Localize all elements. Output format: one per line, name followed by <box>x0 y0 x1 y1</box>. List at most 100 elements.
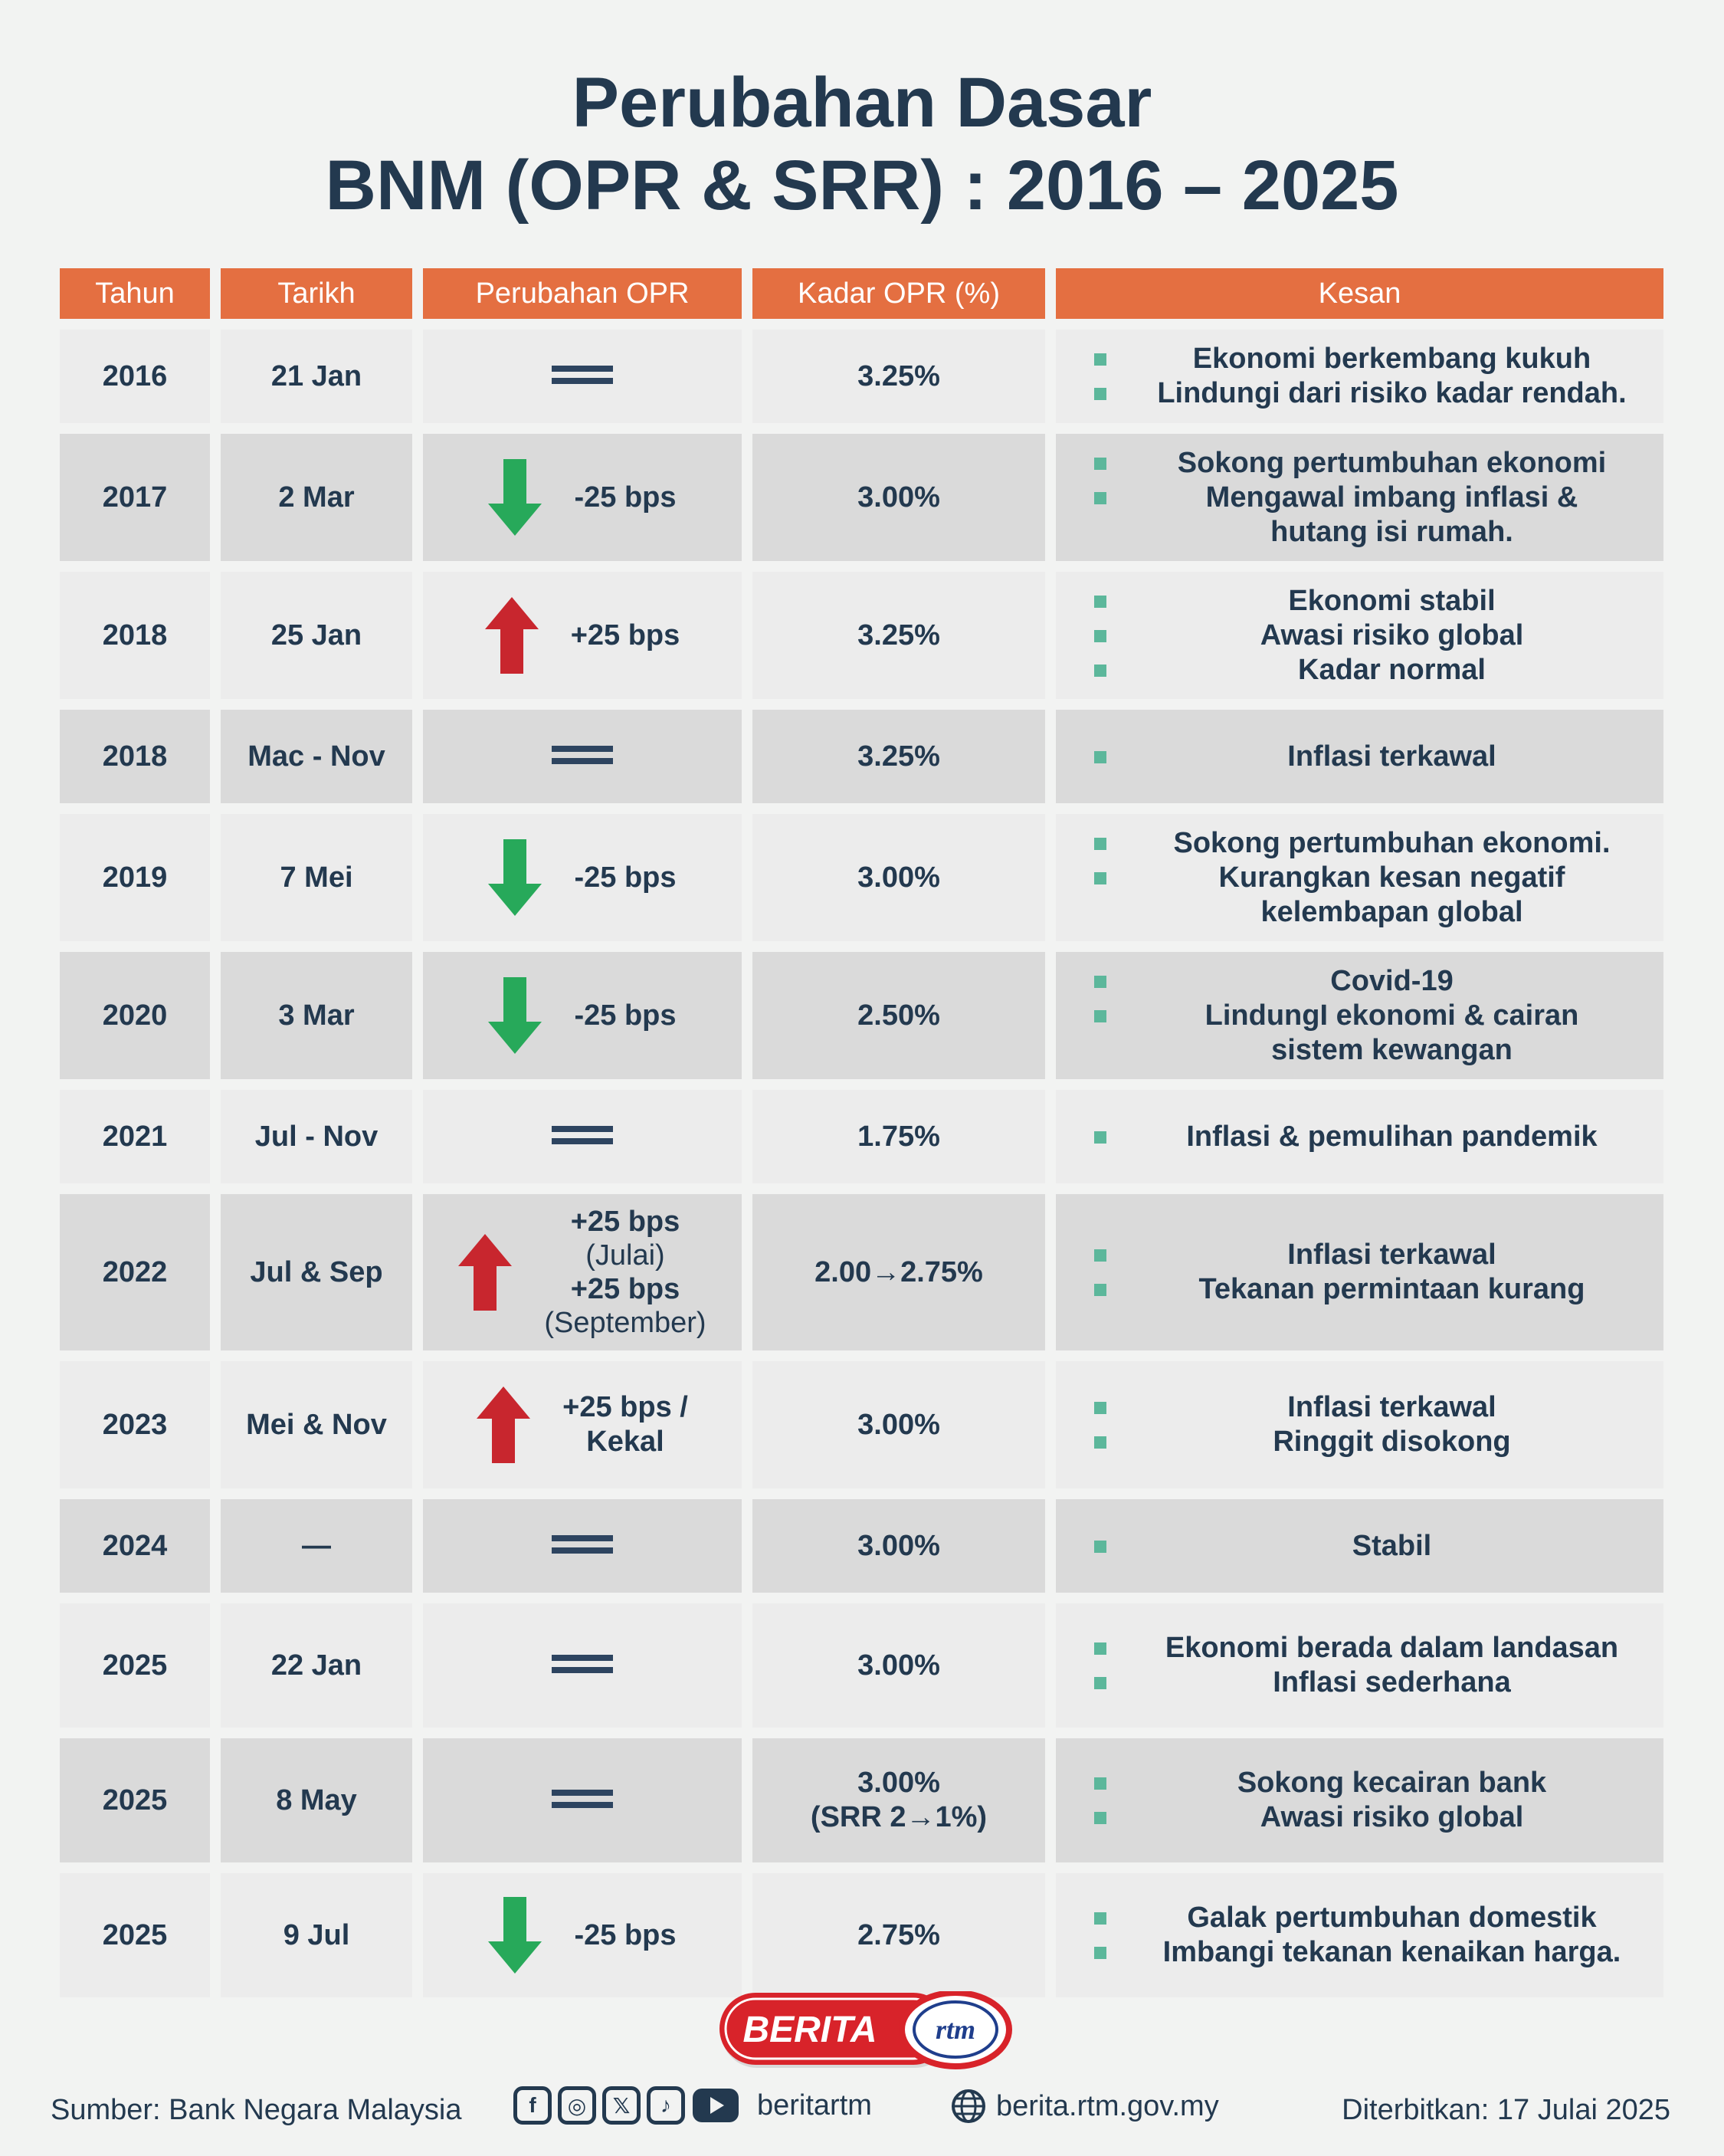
website-link[interactable]: berita.rtm.gov.my <box>950 2088 1219 2125</box>
youtube-icon[interactable] <box>693 2089 739 2122</box>
cell-year: 2020 <box>60 952 210 1079</box>
kesan-item: Sokong pertumbuhan ekonomi <box>1094 446 1663 481</box>
tiktok-icon[interactable]: ♪ <box>647 2086 685 2125</box>
logo-mark-text: rtm <box>936 2014 975 2045</box>
cell-date: 2 Mar <box>221 434 412 561</box>
table-row: 2018 Mac - Nov 3.25% Inflasi terkawal <box>60 710 1663 803</box>
cell-rate: 3.00% <box>752 1603 1045 1728</box>
cell-kesan: Inflasi terkawal <box>1056 710 1663 803</box>
cell-change: +25 bps <box>423 572 742 699</box>
no-change-icon <box>552 364 613 386</box>
cell-year: 2017 <box>60 434 210 561</box>
kesan-item: Inflasi terkawal <box>1094 1238 1663 1272</box>
arrow-up-icon <box>477 1386 531 1463</box>
rate-value: 3.00% <box>857 861 940 894</box>
cell-kesan: Sokong pertumbuhan ekonomi. Kurangkan kes… <box>1056 814 1663 941</box>
arrow-down-icon <box>488 977 542 1054</box>
x-icon[interactable]: 𝕏 <box>602 2086 641 2125</box>
table-header-row: Tahun Tarikh Perubahan OPR Kadar OPR (%)… <box>60 268 1663 319</box>
cell-change <box>423 1499 742 1593</box>
cell-year: 2018 <box>60 572 210 699</box>
cell-change: -25 bps <box>423 952 742 1079</box>
kesan-item: Ekonomi stabil <box>1094 584 1663 619</box>
title-line-1: Perubahan Dasar <box>572 64 1152 142</box>
arrow-down-icon <box>488 1897 542 1974</box>
kesan-item: Imbangi tekanan kenaikan harga. <box>1094 1935 1663 1970</box>
website-text[interactable]: berita.rtm.gov.my <box>996 2089 1219 2122</box>
cell-date: Mei & Nov <box>221 1361 412 1488</box>
table-row: 2019 7 Mei -25 bps 3.00% Sokong pertumbuhan … <box>60 814 1663 941</box>
rate-value: 3.00% <box>857 1408 940 1441</box>
rate-value: 2.75% <box>857 1918 940 1951</box>
kesan-item: Inflasi terkawal <box>1094 740 1663 774</box>
cell-rate: 3.00% <box>752 1361 1045 1488</box>
cell-year: 2025 <box>60 1873 210 1997</box>
table-row: 2020 3 Mar -25 bps 2.50% Covid-19 LindungI ek… <box>60 952 1663 1079</box>
cell-rate: 1.75% <box>752 1090 1045 1183</box>
cell-date: — <box>221 1499 412 1593</box>
cell-year: 2025 <box>60 1738 210 1862</box>
table-row: 2022 Jul & Sep +25 bps (Julai) +25 bps (Septe… <box>60 1194 1663 1350</box>
cell-rate: 3.00% <box>752 434 1045 561</box>
cell-date: 3 Mar <box>221 952 412 1079</box>
social-links: f ◎ 𝕏 ♪ beritartm <box>513 2086 872 2125</box>
change-sub: (September) <box>544 1307 706 1339</box>
kesan-item: Ekonomi berada dalam landasan <box>1094 1631 1663 1665</box>
cell-rate: 3.25% <box>752 330 1045 423</box>
cell-rate: 3.25% <box>752 572 1045 699</box>
cell-rate: 2.75% <box>752 1873 1045 1997</box>
cell-date: Jul - Nov <box>221 1090 412 1183</box>
no-change-icon <box>552 1788 613 1810</box>
cell-kesan: Ekonomi berkembang kukuh Lindungi dari ri… <box>1056 330 1663 423</box>
kesan-item: Sokong pertumbuhan ekonomi. <box>1094 826 1663 861</box>
no-change-icon <box>552 744 613 766</box>
change-text: +25 bps <box>570 619 680 651</box>
kesan-item: sistem kewangan <box>1271 1033 1513 1066</box>
cell-rate: 2.50% <box>752 952 1045 1079</box>
rate-sub: (SRR 2→1%) <box>810 1801 988 1833</box>
arrow-up-icon <box>458 1234 513 1311</box>
cell-rate: 2.00→2.75% <box>752 1194 1045 1350</box>
cell-year: 2021 <box>60 1090 210 1183</box>
change-text: -25 bps <box>574 861 677 894</box>
cell-rate: 3.00% <box>752 1499 1045 1593</box>
instagram-icon[interactable]: ◎ <box>558 2086 596 2125</box>
kesan-item: Lindungi dari risiko kadar rendah. <box>1094 376 1663 411</box>
cell-kesan: Sokong pertumbuhan ekonomi Mengawal imban… <box>1056 434 1663 561</box>
rate-value: 3.00% <box>857 1529 940 1562</box>
rate-value: 2.50% <box>857 999 940 1032</box>
page-title: Perubahan Dasar BNM (OPR & SRR) : 2016 –… <box>0 61 1724 227</box>
table-row: 2023 Mei & Nov +25 bps / Kekal 3.00% Inflasi … <box>60 1361 1663 1488</box>
cell-rate: 3.00% <box>752 814 1045 941</box>
arrow-down-icon <box>488 839 542 916</box>
published-date: Diterbitkan: 17 Julai 2025 <box>1342 2094 1670 2126</box>
social-handle[interactable]: beritartm <box>757 2089 872 2122</box>
kesan-item: Covid-19 <box>1094 964 1663 999</box>
change-text: -25 bps <box>574 481 677 514</box>
header-tahun: Tahun <box>60 268 210 319</box>
cell-change: +25 bps / Kekal <box>423 1361 742 1488</box>
table-row: 2016 21 Jan 3.25% Ekonomi berkembang kukuh L… <box>60 330 1663 423</box>
table-row: 2025 8 May 3.00% (SRR 2→1%) Sokong kecairan … <box>60 1738 1663 1862</box>
cell-rate: 3.00% (SRR 2→1%) <box>752 1738 1045 1862</box>
arrow-up-icon <box>484 597 539 674</box>
rate-value: 1.75% <box>857 1120 940 1153</box>
source-text: Sumber: Bank Negara Malaysia <box>51 2094 462 2126</box>
change-main: +25 bps <box>570 1206 680 1238</box>
footer: Sumber: Bank Negara Malaysia f ◎ 𝕏 ♪ ber… <box>0 2085 1724 2146</box>
cell-kesan: Stabil <box>1056 1499 1663 1593</box>
change-text: -25 bps <box>574 999 677 1032</box>
no-change-icon <box>552 1124 613 1146</box>
arrow-down-icon <box>488 459 542 536</box>
kesan-item: Inflasi & pemulihan pandemik <box>1094 1120 1663 1154</box>
berita-rtm-logo: BERITA rtm <box>719 1991 1012 2069</box>
cell-date: 7 Mei <box>221 814 412 941</box>
cell-year: 2025 <box>60 1603 210 1728</box>
change-sub: (Julai) <box>585 1239 665 1272</box>
change-text: +25 bps / <box>562 1391 688 1423</box>
cell-change: -25 bps <box>423 1873 742 1997</box>
cell-kesan: Galak pertumbuhan domestik Imbangi tekana… <box>1056 1873 1663 1997</box>
kesan-item: Inflasi sederhana <box>1094 1665 1663 1700</box>
facebook-icon[interactable]: f <box>513 2086 552 2125</box>
table-row: 2021 Jul - Nov 1.75% Inflasi & pemulihan pa… <box>60 1090 1663 1183</box>
